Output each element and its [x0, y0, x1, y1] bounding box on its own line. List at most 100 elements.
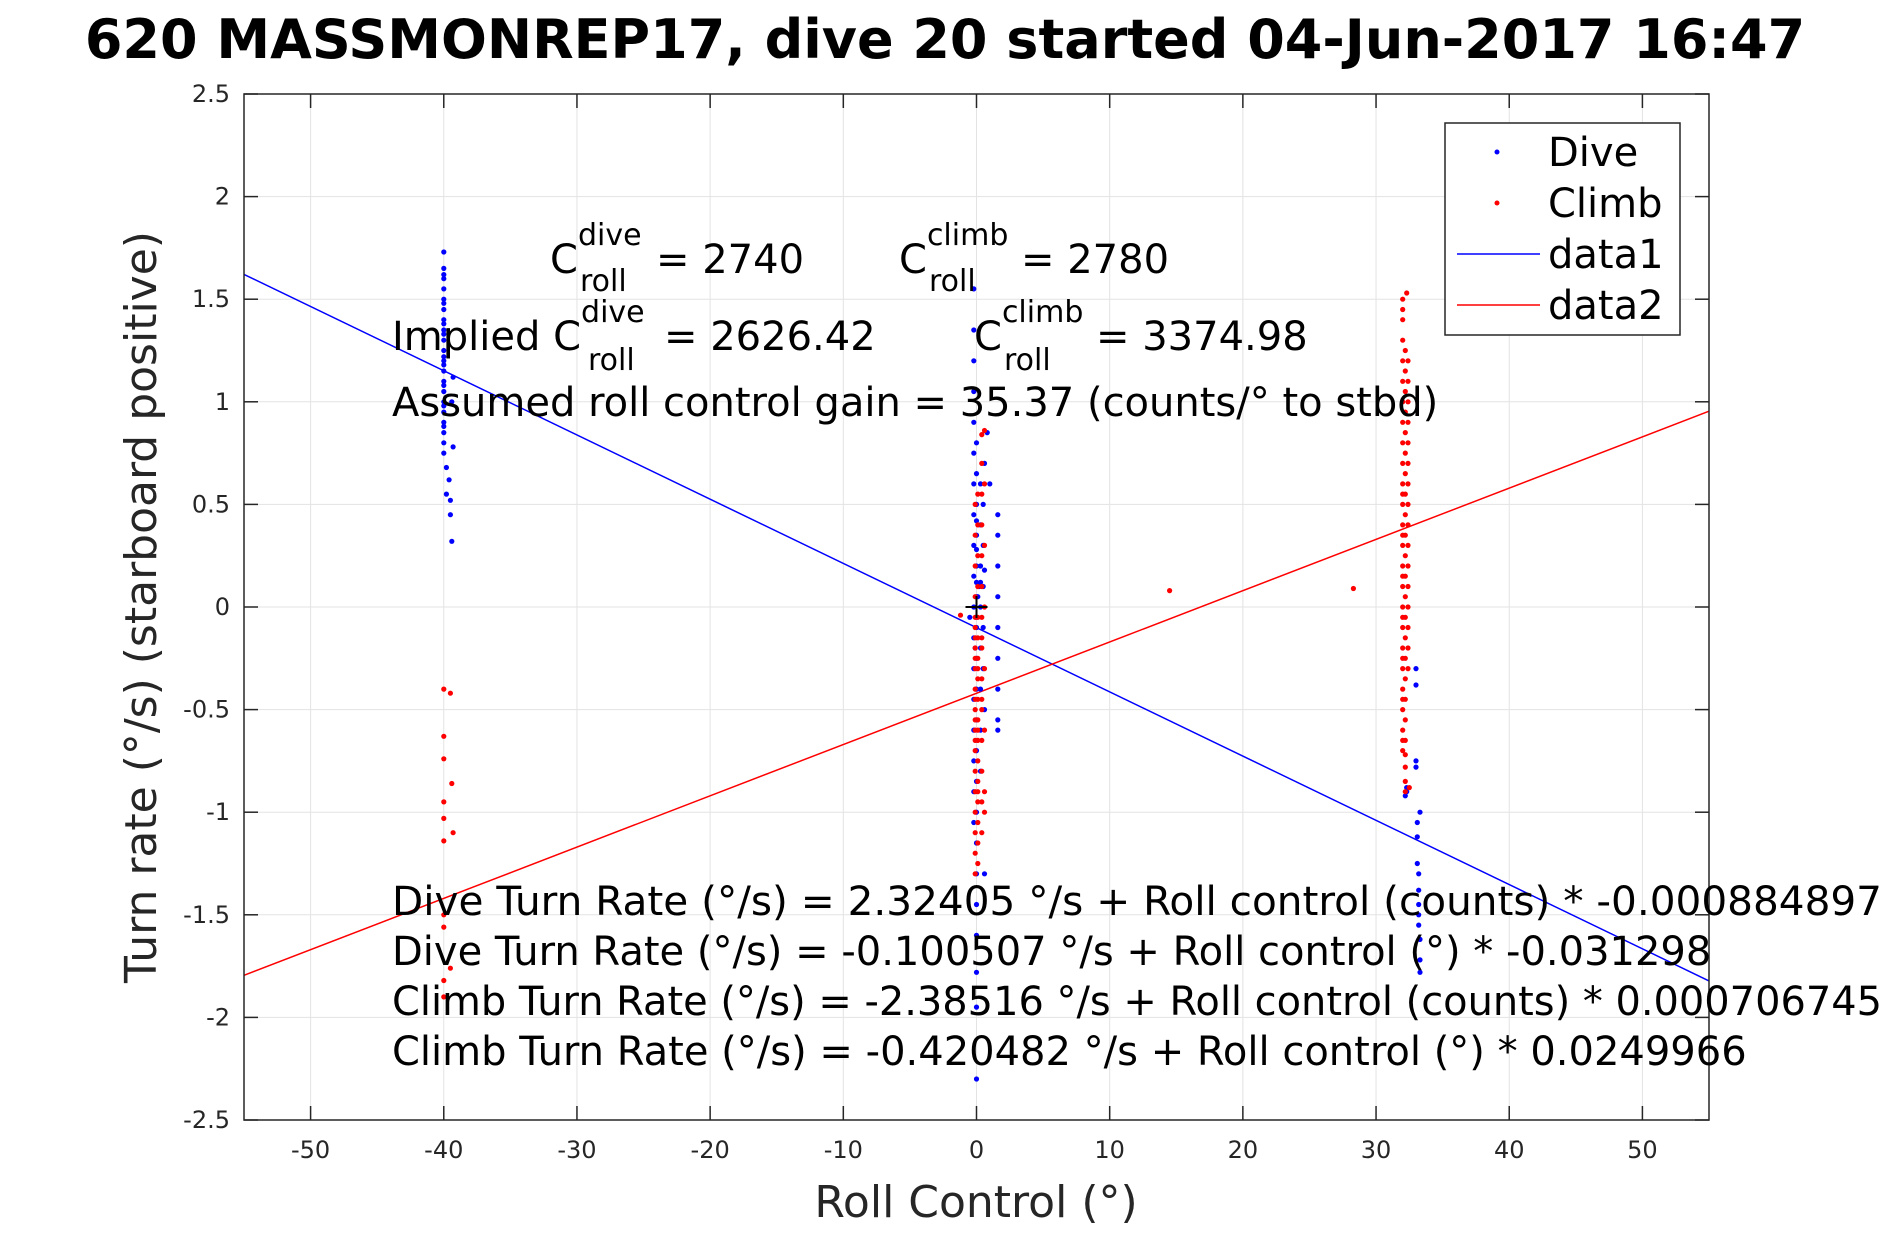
data-point-climb [981, 789, 988, 795]
data-point-dive [441, 286, 447, 292]
data-point-dive [441, 362, 447, 368]
annotation-c-dive: Cdive roll = 2740 [550, 218, 804, 299]
y-tick-label: -1.5 [183, 901, 230, 929]
chart-title: 620 MASSMONREP17, dive 20 started 04-Jun… [85, 8, 1805, 71]
data-point-dive [441, 409, 447, 415]
data-point-climb [1400, 358, 1406, 364]
data-point-climb [1400, 604, 1406, 610]
data-point-dive [971, 358, 977, 364]
data-point-dive [971, 542, 977, 549]
y-tick-label: -2.5 [183, 1106, 230, 1134]
data-point-dive [971, 758, 977, 764]
data-point-dive [987, 481, 993, 487]
x-tick-label: 20 [1228, 1136, 1259, 1164]
data-point-climb [1402, 573, 1408, 579]
data-point-dive [1413, 764, 1419, 770]
data-point-climb [975, 840, 981, 846]
legend-marker-dive [1494, 149, 1500, 155]
data-point-climb [972, 707, 978, 713]
svg-text:Cclimb: Cclimb [899, 218, 1008, 283]
ticks [244, 93, 1709, 1121]
data-point-dive [995, 563, 1001, 569]
data-point-climb [1402, 696, 1408, 702]
data-point-climb [1405, 645, 1411, 651]
data-point-climb [972, 501, 978, 507]
data-point-dive [1416, 922, 1422, 928]
data-point-dive [995, 512, 1001, 518]
data-point-climb [1404, 290, 1410, 296]
data-point-climb [1400, 748, 1406, 754]
data-point-dive [1413, 682, 1419, 688]
data-point-climb [1405, 522, 1411, 528]
data-point-dive [447, 512, 453, 518]
data-point-dive [441, 382, 447, 388]
data-point-climb [1405, 378, 1411, 384]
x-tick-labels: -50 -40 -30 -20 -10 0 10 20 30 40 50 [291, 1136, 1658, 1164]
data-point-climb [1400, 563, 1406, 569]
data-point-dive [1417, 969, 1423, 975]
data-point-dive [973, 440, 980, 446]
data-point-climb [1400, 522, 1406, 528]
data-point-climb [979, 583, 985, 590]
data-point-climb [975, 737, 981, 744]
data-point-dive [1416, 871, 1422, 877]
data-point-climb [1402, 655, 1408, 661]
data-point-climb [981, 727, 988, 733]
data-point-climb [1402, 409, 1408, 415]
data-point-climb [1400, 686, 1406, 692]
data-point-climb [979, 696, 985, 702]
data-point-dive [977, 579, 984, 586]
data-point-dive [973, 901, 980, 908]
data-point-climb [1405, 666, 1411, 672]
data-point-dive [971, 450, 977, 456]
data-point-climb [1400, 583, 1406, 590]
data-point-climb [975, 583, 981, 590]
data-point-climb [975, 860, 981, 867]
svg-text:= 2626.42: = 2626.42 [664, 314, 876, 360]
data-point-dive [973, 546, 980, 553]
data-point-climb [979, 635, 985, 641]
annotation-c-climb: Cclimb roll = 2780 [899, 218, 1169, 299]
annotation-implied-c-climb: Cclimb roll = 3374.98 [974, 295, 1308, 378]
data-point-dive [977, 686, 984, 692]
x-tick-label: 0 [969, 1136, 984, 1164]
y-axis-label: Turn rate (°/s) (starboard positive) [116, 231, 167, 984]
data-point-dive [441, 321, 447, 327]
y-tick-label: 2.5 [192, 80, 230, 108]
data-point-dive [441, 306, 447, 313]
data-point-climb [1350, 585, 1356, 592]
data-point-climb [975, 522, 981, 528]
data-point-climb [975, 789, 981, 795]
data-point-climb [972, 645, 978, 651]
data-point-dive [1417, 936, 1423, 943]
data-point-climb [1405, 563, 1411, 569]
data-point-climb [1402, 635, 1408, 641]
data-point-dive [441, 450, 447, 456]
data-point-climb [1405, 542, 1411, 549]
data-point-climb [441, 912, 447, 918]
legend-label-dive: Dive [1548, 130, 1638, 176]
data-point-climb [1402, 752, 1408, 758]
data-point-climb [979, 737, 985, 744]
data-point-dive [441, 317, 447, 323]
data-point-climb [1402, 512, 1408, 518]
data-point-climb [1402, 614, 1408, 620]
data-point-climb [975, 491, 981, 497]
data-point-dive [449, 399, 455, 405]
data-point-dive [995, 717, 1001, 723]
data-point-climb [1402, 717, 1408, 723]
data-point-climb [981, 542, 988, 549]
data-point-climb [1406, 785, 1412, 791]
x-tick-label: 10 [1094, 1136, 1125, 1164]
data-point-dive [995, 727, 1001, 733]
data-point-climb [979, 522, 985, 528]
data-point-climb [1400, 419, 1406, 425]
data-point-dive [967, 614, 973, 620]
data-point-dive [446, 477, 452, 483]
data-point-climb [441, 799, 447, 805]
data-point-climb [975, 666, 981, 672]
annotation-dive-eq-deg: Dive Turn Rate (°/s) = -0.100507 °/s + R… [392, 929, 1711, 975]
x-tick-label: 40 [1494, 1136, 1525, 1164]
x-tick-label: -10 [824, 1136, 863, 1164]
data-point-dive [443, 464, 449, 471]
